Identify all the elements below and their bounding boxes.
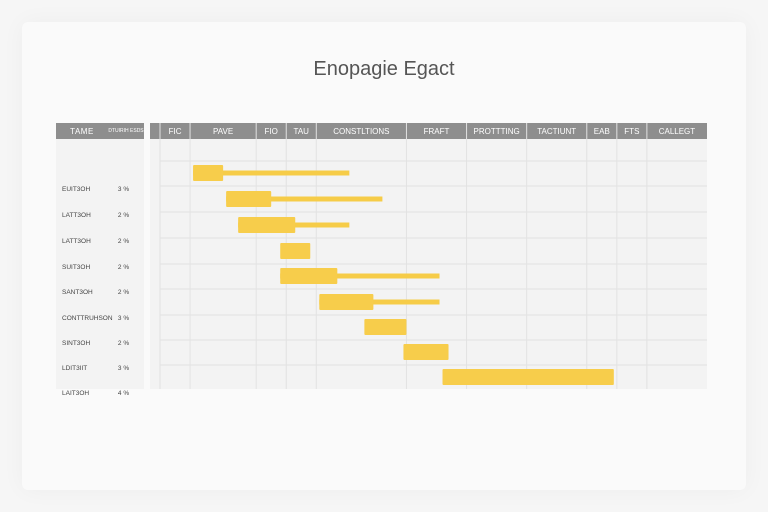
task-table: TAME DTUIRIH ESDS EUIT3OH 3 % LATT3OH 2 % LA… [56, 123, 144, 397]
task-duration-line [319, 299, 440, 305]
task-bar [280, 268, 338, 284]
gantt-chart: FIC PAVE FIO TAU CONSTLTIONS FRAFT PROTTTING TA… [150, 123, 707, 389]
task-name: LDIT3IIT [62, 364, 88, 372]
task-bar [280, 243, 311, 259]
task-percent: 2 % [117, 288, 130, 296]
task-percent: 2 % [117, 263, 130, 271]
task-bar [403, 344, 449, 360]
task-name: SANT3OH [62, 288, 93, 296]
task-duration-line [280, 273, 440, 279]
column-header-label: FIC [169, 127, 182, 136]
task-duration-line [226, 196, 383, 202]
task-row: SANT3OH 2 % [56, 285, 144, 299]
task-bar [319, 294, 374, 310]
column-header-label: EAB [594, 127, 610, 136]
task-row: SUIT3OH 2 % [56, 260, 144, 274]
task-bar [364, 319, 407, 335]
task-percent: 3 % [117, 185, 130, 193]
task-bar [442, 369, 614, 385]
task-name: SUIT3OH [62, 263, 91, 271]
task-row: CONTTRUHSON 3 % [56, 311, 144, 325]
task-percent: 2 % [117, 339, 130, 347]
task-percent: 3 % [117, 364, 130, 372]
column-header-label: PAVE [213, 127, 233, 136]
task-percent: 4 % [117, 389, 130, 397]
column-header-label: PROTTTING [474, 127, 520, 136]
task-row: LATT3OH 2 % [56, 234, 144, 248]
task-bar [226, 191, 272, 207]
task-row: EUIT3OH 3 % [56, 182, 144, 196]
column-header-label: TAU [294, 127, 310, 136]
task-bar [238, 217, 296, 233]
task-duration-line [193, 170, 350, 176]
chart-title: Enopagie Egact [313, 58, 455, 80]
task-name: LATT3OH [62, 237, 91, 245]
task-percent: 2 % [117, 237, 130, 245]
task-row: LAIT3OH 4 % [56, 386, 144, 400]
column-header-label: CONSTLTIONS [333, 127, 389, 136]
percent-column-header: DTUIRIH ESDS [108, 128, 144, 134]
task-name: SINT3OH [62, 339, 91, 347]
column-header-label: TACTIUNT [537, 127, 576, 136]
gantt-header [150, 123, 707, 139]
task-name: LATT3OH [62, 211, 91, 219]
task-percent: 2 % [117, 211, 130, 219]
column-header-label: FIO [265, 127, 278, 136]
task-percent: 3 % [117, 314, 130, 322]
name-column-header: TAME [70, 126, 94, 136]
task-name: LAIT3OH [62, 389, 90, 397]
task-name: CONTTRUHSON [62, 314, 113, 322]
task-table-header: TAME DTUIRIH ESDS [56, 123, 144, 139]
gantt-svg: FIC PAVE FIO TAU CONSTLTIONS FRAFT PROTTTING TA… [150, 123, 707, 389]
column-header-label: FRAFT [424, 127, 450, 136]
column-header-label: FTS [624, 127, 639, 136]
task-row: LATT3OH 2 % [56, 208, 144, 222]
task-row: LDIT3IIT 3 % [56, 361, 144, 375]
column-header-label: CALLEGT [659, 127, 696, 136]
task-bar [193, 165, 224, 181]
task-row: SINT3OH 2 % [56, 336, 144, 350]
task-name: EUIT3OH [62, 185, 91, 193]
